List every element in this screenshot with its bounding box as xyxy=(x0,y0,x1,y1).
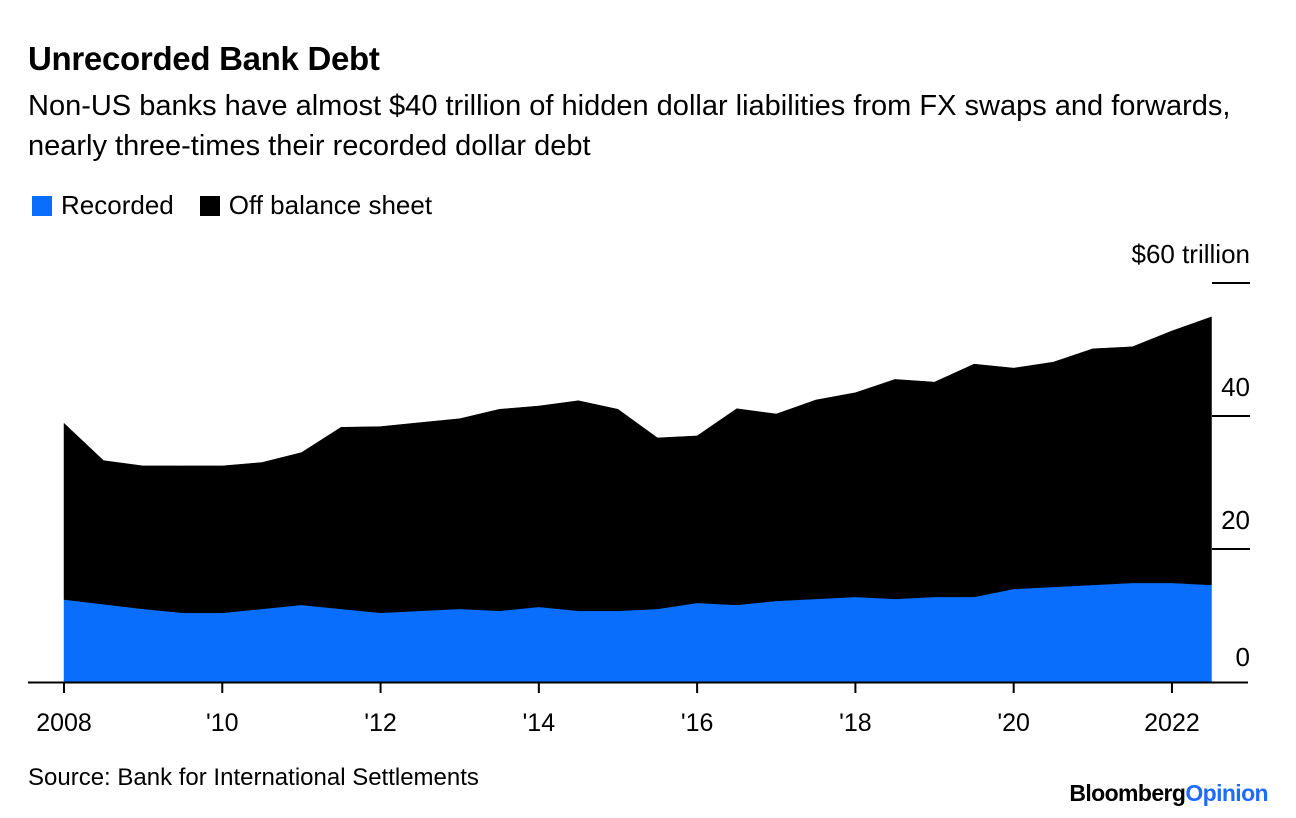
x-tick-label: '18 xyxy=(839,709,872,737)
x-tick-label: '12 xyxy=(364,709,397,737)
legend-item-recorded: Recorded xyxy=(32,190,174,221)
legend-swatch-recorded xyxy=(32,195,52,216)
legend: Recorded Off balance sheet xyxy=(32,190,458,221)
area-series-off-balance-sheet xyxy=(63,316,1212,614)
chart-subtitle: Non-US banks have almost $40 trillion of… xyxy=(28,90,1231,162)
brand-logo-part2: Opinion xyxy=(1185,780,1268,806)
y-tick-label: 20 xyxy=(1221,505,1250,535)
x-tick-label: 2008 xyxy=(36,709,92,737)
x-tick-label: 2022 xyxy=(1144,709,1200,737)
x-tick-label: '20 xyxy=(997,709,1030,737)
y-tick-label: $60 trillion xyxy=(1131,239,1250,269)
source-note: Source: Bank for International Settlemen… xyxy=(28,764,479,791)
x-tick-label: '16 xyxy=(681,709,714,737)
brand-logo: BloombergOpinion xyxy=(1069,780,1268,807)
y-tick-label: 40 xyxy=(1221,372,1250,402)
chart-title: Unrecorded Bank Debt xyxy=(28,40,380,77)
legend-swatch-off-balance-sheet xyxy=(199,195,220,216)
x-tick-label: '10 xyxy=(206,709,239,737)
x-tick-label: '14 xyxy=(523,709,556,737)
y-tick-label: 0 xyxy=(1236,642,1250,672)
legend-label-recorded: Recorded xyxy=(61,190,174,220)
legend-label-off-balance-sheet: Off balance sheet xyxy=(228,190,433,220)
brand-logo-part1: Bloomberg xyxy=(1069,780,1186,806)
legend-item-off-balance-sheet: Off balance sheet xyxy=(199,190,433,221)
